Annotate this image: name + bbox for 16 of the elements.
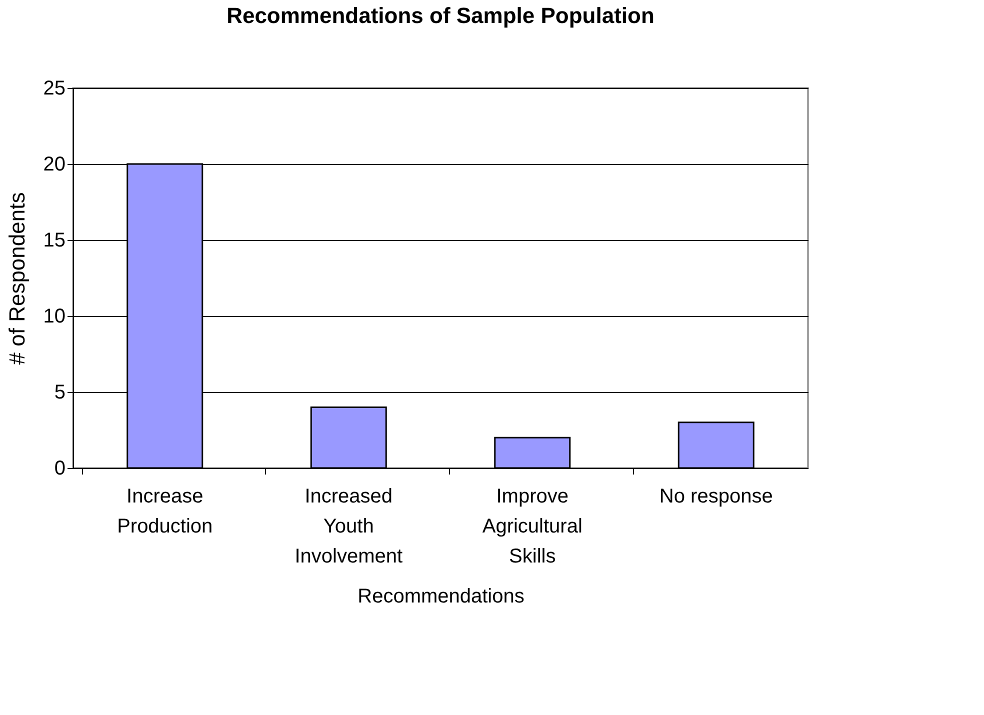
chart-title: Recommendations of Sample Population [226, 3, 654, 28]
x-tick-label: No response [659, 486, 773, 508]
bar [310, 406, 387, 469]
y-tick-label: 25 [43, 78, 66, 100]
x-axis-title: Recommendations [358, 586, 524, 608]
x-tick-label: Improve Agricultural Skills [482, 486, 582, 568]
y-tick-label: 15 [43, 230, 66, 252]
bar [678, 422, 754, 469]
y-axis-title: # of Respondents [4, 192, 30, 365]
x-tick-label: Increased Youth Involvement [294, 486, 403, 568]
y-tick-label: 0 [54, 458, 66, 480]
x-tick-label: Increase Production [117, 486, 213, 538]
y-tick-label: 20 [43, 154, 66, 176]
y-tick-label: 5 [54, 382, 66, 404]
bar [494, 436, 571, 469]
y-tick-label: 10 [43, 306, 66, 328]
